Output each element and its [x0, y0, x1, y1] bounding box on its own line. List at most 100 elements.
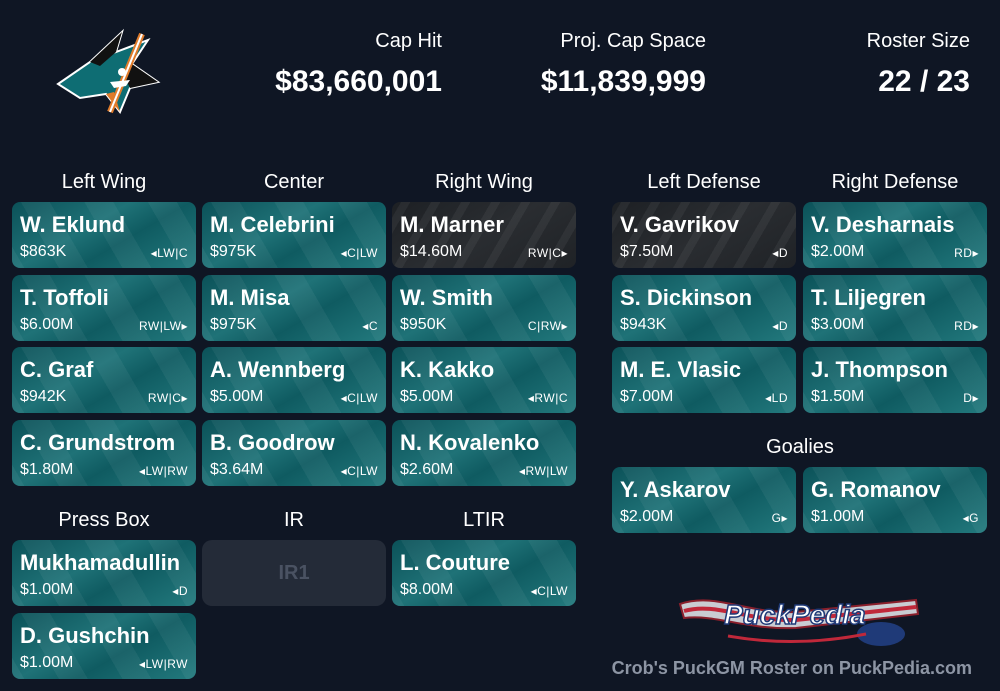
cap-hit-stat: Cap Hit $83,660,001 [275, 30, 442, 99]
ir-empty-slot[interactable]: IR1 [202, 540, 386, 606]
player-cap-hit: $975K [210, 243, 257, 260]
player-position: ◂C|LW [340, 391, 378, 405]
player-cap-hit: $7.50M [620, 243, 674, 260]
player-name: M. Celebrini [210, 212, 335, 237]
player-name: T. Liljegren [811, 285, 926, 310]
cap-hit-label: Cap Hit [375, 30, 442, 52]
puckpedia-logo: PuckPedia [678, 598, 920, 646]
player-position: ◂RW|C [527, 391, 568, 405]
press-box-header: Press Box [58, 509, 150, 531]
player-position: ◂D [772, 319, 788, 333]
player-name: M. E. Vlasic [620, 357, 742, 382]
player-position: ◂C|LW [530, 584, 568, 598]
player-card[interactable]: S. Dickinson $943K ◂D [612, 275, 796, 341]
puckpedia-logo-text: PuckPedia [724, 599, 866, 630]
player-name: D. Gushchin [20, 623, 150, 648]
sharks-logo-icon [56, 28, 161, 114]
roster-size-stat: Roster Size 22 / 23 [867, 30, 970, 99]
player-card[interactable]: N. Kovalenko $2.60M ◂RW|LW [392, 420, 576, 486]
player-card[interactable]: T. Liljegren $3.00M RD▸ [803, 275, 987, 341]
player-name: W. Smith [400, 285, 493, 310]
player-name: B. Goodrow [210, 430, 335, 455]
player-cap-hit: $8.00M [400, 581, 454, 598]
roster-size-label: Roster Size [866, 30, 970, 52]
player-card[interactable]: J. Thompson $1.50M D▸ [803, 347, 987, 413]
player-card[interactable]: M. E. Vlasic $7.00M ◂LD [612, 347, 796, 413]
player-position: ◂RW|LW [518, 464, 568, 478]
player-position: C|RW▸ [527, 319, 568, 333]
player-position: RW|C▸ [147, 391, 188, 405]
player-position: ◂D [172, 584, 188, 598]
ltir-header: LTIR [463, 509, 505, 531]
player-cap-hit: $2.00M [620, 508, 674, 525]
cap-hit-value: $83,660,001 [275, 65, 442, 98]
player-cap-hit: $3.64M [210, 461, 264, 478]
player-card[interactable]: V. Gavrikov $7.50M ◂D [612, 202, 796, 268]
player-name: Mukhamadullin [20, 550, 181, 575]
player-position: ◂LW|RW [138, 657, 188, 671]
player-card[interactable]: C. Graf $942K RW|C▸ [12, 347, 196, 413]
left-wing-header: Left Wing [61, 171, 147, 193]
player-name: A. Wennberg [210, 357, 346, 382]
player-card[interactable]: M. Marner $14.60M RW|C▸ [392, 202, 576, 268]
player-name: C. Grundstrom [20, 430, 176, 455]
player-card[interactable]: Y. Askarov $2.00M G▸ [612, 467, 796, 533]
player-position: ◂C|LW [340, 246, 378, 260]
player-cap-hit: $1.00M [20, 654, 74, 671]
player-name: W. Eklund [20, 212, 126, 237]
player-cap-hit: $1.00M [20, 581, 74, 598]
player-card[interactable]: M. Celebrini $975K ◂C|LW [202, 202, 386, 268]
player-position: RD▸ [954, 246, 979, 260]
player-cap-hit: $5.00M [210, 388, 264, 405]
player-position: RW|C▸ [527, 246, 568, 260]
player-card[interactable]: L. Couture $8.00M ◂C|LW [392, 540, 576, 606]
player-position: G▸ [771, 511, 788, 525]
player-position: ◂C [362, 319, 378, 333]
player-position: RW|LW▸ [138, 319, 188, 333]
player-cap-hit: $1.50M [811, 388, 865, 405]
player-name: S. Dickinson [620, 285, 753, 310]
player-card[interactable]: W. Smith $950K C|RW▸ [392, 275, 576, 341]
player-name: J. Thompson [811, 357, 948, 382]
player-card[interactable]: W. Eklund $863K ◂LW|C [12, 202, 196, 268]
player-name: M. Misa [210, 285, 290, 310]
cap-space-stat: Proj. Cap Space $11,839,999 [541, 30, 706, 99]
left-defense-header: Left Defense [647, 171, 761, 193]
cap-space-label: Proj. Cap Space [560, 30, 706, 52]
player-cap-hit: $2.60M [400, 461, 454, 478]
center-header: Center [263, 171, 325, 193]
player-cap-hit: $7.00M [620, 388, 674, 405]
player-card[interactable]: M. Misa $975K ◂C [202, 275, 386, 341]
player-card[interactable]: D. Gushchin $1.00M ◂LW|RW [12, 613, 196, 679]
player-name: C. Graf [20, 357, 94, 382]
player-cap-hit: $943K [620, 316, 667, 333]
player-cap-hit: $975K [210, 316, 257, 333]
player-name: T. Toffoli [20, 285, 109, 310]
player-card[interactable]: A. Wennberg $5.00M ◂C|LW [202, 347, 386, 413]
player-name: N. Kovalenko [400, 430, 540, 455]
player-name: V. Desharnais [811, 212, 955, 237]
footer-credit: Crob's PuckGM Roster on PuckPedia.com [611, 658, 972, 678]
player-cap-hit: $1.00M [811, 508, 865, 525]
player-card[interactable]: K. Kakko $5.00M ◂RW|C [392, 347, 576, 413]
player-cap-hit: $6.00M [20, 316, 74, 333]
player-card[interactable]: G. Romanov $1.00M ◂G [803, 467, 987, 533]
player-name: G. Romanov [811, 477, 941, 502]
player-card[interactable]: T. Toffoli $6.00M RW|LW▸ [12, 275, 196, 341]
player-position: ◂C|LW [340, 464, 378, 478]
right-wing-header: Right Wing [435, 171, 533, 193]
player-cap-hit: $5.00M [400, 388, 454, 405]
player-card[interactable]: V. Desharnais $2.00M RD▸ [803, 202, 987, 268]
player-cap-hit: $1.80M [20, 461, 74, 478]
roster-size-value: 22 / 23 [878, 65, 970, 98]
player-position: RD▸ [954, 319, 979, 333]
player-name: Y. Askarov [620, 477, 731, 502]
player-cap-hit: $942K [20, 388, 67, 405]
player-card[interactable]: Mukhamadullin $1.00M ◂D [12, 540, 196, 606]
player-position: ◂LD [765, 391, 788, 405]
player-card[interactable]: B. Goodrow $3.64M ◂C|LW [202, 420, 386, 486]
player-cap-hit: $3.00M [811, 316, 865, 333]
player-card[interactable]: C. Grundstrom $1.80M ◂LW|RW [12, 420, 196, 486]
player-name: K. Kakko [400, 357, 495, 382]
cap-space-value: $11,839,999 [540, 65, 706, 98]
